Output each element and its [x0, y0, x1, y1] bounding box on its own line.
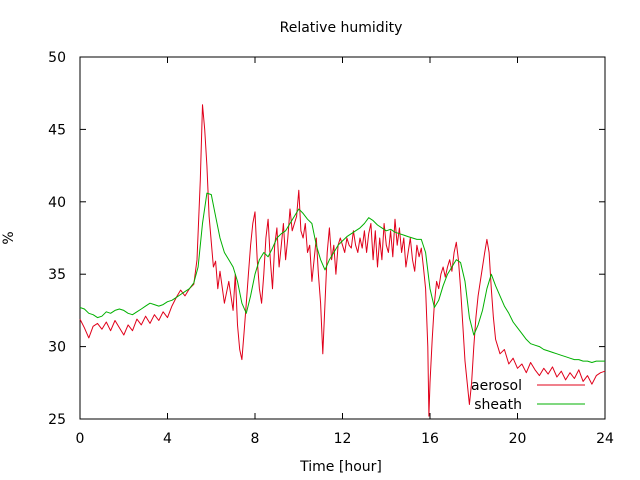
y-tick-label: 40 [48, 195, 66, 211]
series-line-aerosol [79, 104, 606, 417]
x-tick-label: 0 [76, 431, 85, 447]
x-tick-label: 12 [334, 431, 352, 447]
x-tick-label: 24 [596, 431, 614, 447]
legend-label-sheath: sheath [474, 397, 522, 413]
x-tick-label: 16 [421, 431, 439, 447]
axis-ticks: 0 4 8 12 16 20 24 25 30 35 40 45 50 [48, 50, 614, 447]
y-tick-label: 45 [48, 122, 66, 138]
plot-frame [79, 56, 606, 420]
x-axis-label: Time [hour] [299, 459, 382, 475]
series-layer [79, 104, 606, 417]
x-tick-label: 4 [163, 431, 172, 447]
x-tick-label: 20 [509, 431, 527, 447]
legend-label-aerosol: aerosol [471, 378, 522, 394]
y-tick-label: 50 [48, 50, 66, 66]
legend: aerosol sheath [471, 378, 585, 413]
y-tick-label: 30 [48, 340, 66, 356]
y-tick-label: 25 [48, 412, 66, 428]
x-tick-label: 8 [251, 431, 260, 447]
series-line-sheath [79, 192, 605, 363]
chart-title: Relative humidity [280, 20, 403, 36]
y-tick-label: 35 [48, 267, 66, 283]
y-axis-label: % [1, 231, 17, 244]
